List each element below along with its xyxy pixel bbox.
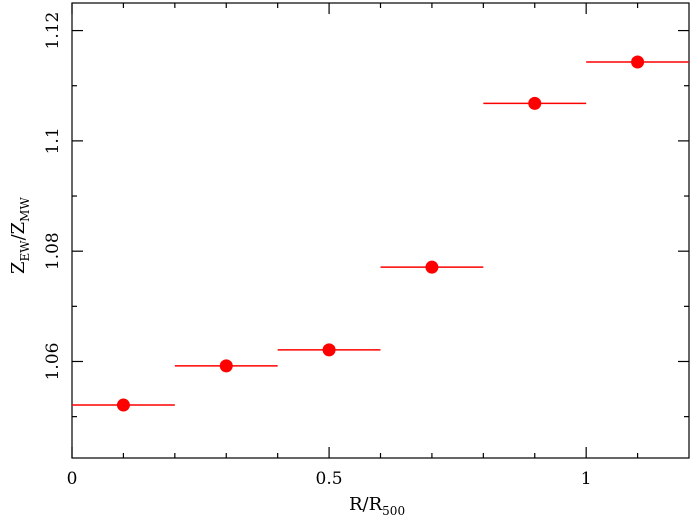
data-point bbox=[219, 359, 233, 373]
y-tick-label: 1.12 bbox=[43, 12, 63, 50]
x-axis-title-main: R/R bbox=[349, 494, 383, 515]
y-axis-title-z1: Z bbox=[8, 261, 29, 274]
x-tick-label: 1 bbox=[581, 469, 592, 489]
data-point bbox=[631, 55, 645, 69]
data-point bbox=[322, 343, 336, 357]
tick-labels: 0 0.5 1 1.06 1.08 1.1 1.12 bbox=[43, 12, 592, 489]
y-axis-title-sub2: MW bbox=[18, 197, 32, 222]
y-tick-label: 1.08 bbox=[43, 232, 63, 270]
x-tick-label: 0.5 bbox=[316, 469, 343, 489]
x-axis-title: R/R500 bbox=[349, 494, 405, 518]
y-tick-label: 1.06 bbox=[43, 343, 63, 381]
y-axis-title-slash: /Z bbox=[8, 222, 29, 241]
y-tick-label: 1.1 bbox=[43, 127, 63, 154]
data-point bbox=[528, 96, 542, 110]
plot-frame bbox=[71, 2, 690, 459]
x-tick-label: 0 bbox=[67, 469, 78, 489]
axis-ticks bbox=[71, 3, 689, 458]
data-point bbox=[116, 398, 130, 412]
data-marks bbox=[72, 55, 689, 412]
y-axis-title-sub1: EW bbox=[18, 240, 32, 262]
x-axis-title-sub: 500 bbox=[382, 504, 405, 518]
data-point bbox=[425, 260, 439, 274]
y-axis-title: ZEW/ZMW bbox=[8, 197, 32, 274]
